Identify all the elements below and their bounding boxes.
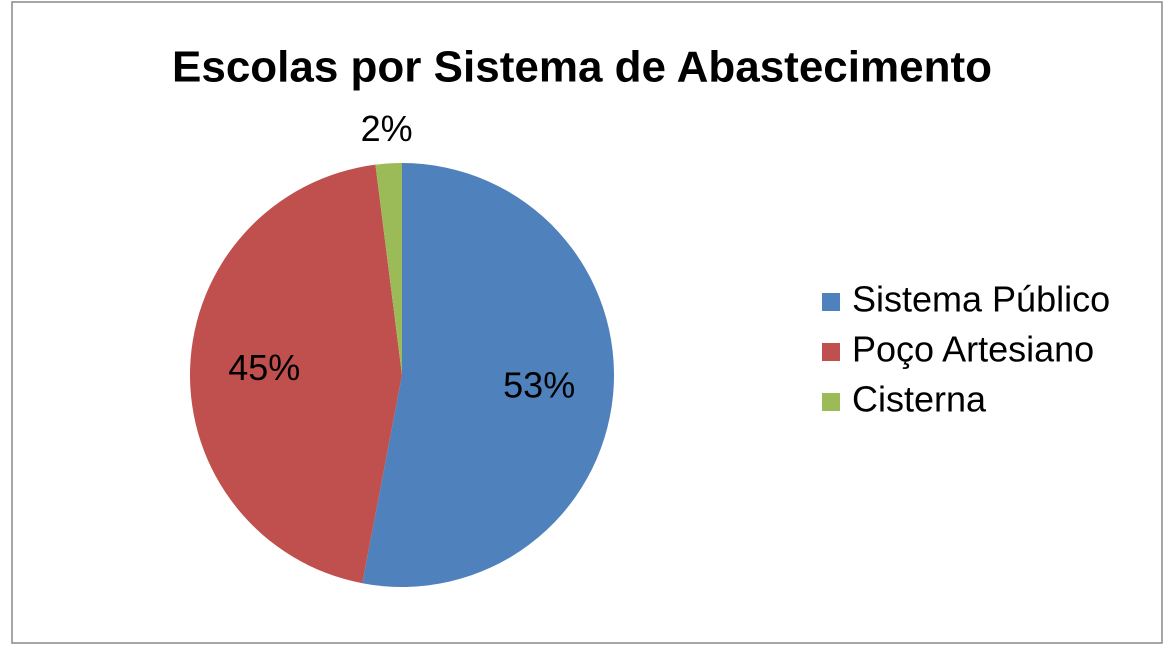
pie-slice [190, 164, 402, 584]
data-label: 45% [228, 347, 300, 388]
legend-swatch [822, 393, 840, 411]
legend-label: Cisterna [852, 379, 987, 420]
pie-slice [375, 163, 402, 375]
legend-label: Sistema Público [852, 279, 1110, 320]
legend-swatch [822, 293, 840, 311]
chart-title: Escolas por Sistema de Abastecimento [172, 43, 992, 92]
pie-slice [362, 163, 615, 587]
data-label: 53% [503, 364, 575, 405]
legend-swatch [822, 343, 840, 361]
data-label: 2% [361, 108, 413, 149]
legend-label: Poço Artesiano [852, 329, 1094, 370]
